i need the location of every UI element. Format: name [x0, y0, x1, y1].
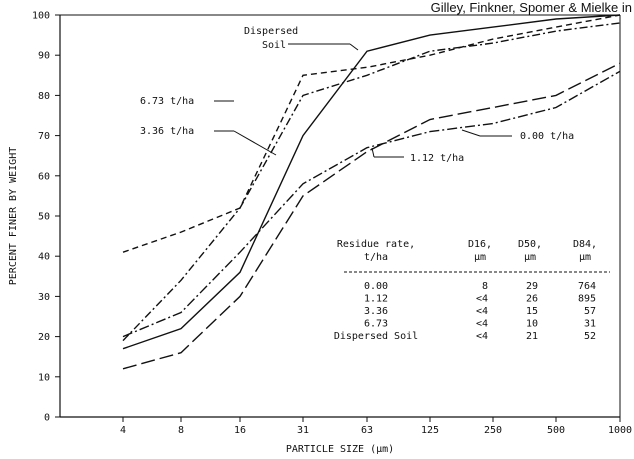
- x-tick-label-125: 125: [421, 425, 439, 436]
- annotation-soil: Soil: [262, 40, 286, 51]
- table-header-d50-unit: μm: [524, 252, 536, 263]
- table-header-residue: Residue rate,: [337, 239, 415, 250]
- x-axis-label: PARTICLE SIZE (μm): [286, 444, 394, 455]
- axes: [59, 14, 621, 418]
- table-cell-r0-c0: 0.00: [364, 281, 388, 292]
- table-cell-r2-c2: 15: [526, 306, 538, 317]
- y-tick-label-50: 50: [38, 212, 50, 223]
- table-cell-r3-c3: 31: [584, 319, 596, 330]
- table-cell-r4-c3: 52: [584, 331, 596, 342]
- table-header-d84-unit: μm: [579, 252, 591, 263]
- x-ticks: 4 8 16 31 63 125 250 500 1000: [120, 417, 632, 436]
- x-tick-label-1000: 1000: [608, 425, 632, 436]
- table-cell-r1-c1: <4: [476, 294, 488, 305]
- x-tick-label-8: 8: [178, 425, 184, 436]
- table-cell-r3-c2: 10: [526, 319, 538, 330]
- table-cell-r0-c2: 29: [526, 281, 538, 292]
- table-cell-r4-c2: 21: [526, 331, 538, 342]
- series-line-0-00-t-ha: [122, 62, 621, 370]
- table-cell-r2-c0: 3.36: [364, 306, 388, 317]
- table-cell-r1-c2: 26: [526, 294, 538, 305]
- y-tick-label-100: 100: [32, 11, 50, 22]
- table-cell-r0-c1: 8: [482, 281, 488, 292]
- table-header-d16-unit: μm: [474, 252, 486, 263]
- annotation-336: 3.36 t/ha: [140, 126, 194, 137]
- annotation-dispersed: Dispersed: [244, 26, 298, 37]
- series-line-6-73-t-ha: [122, 14, 621, 253]
- table-cell-r1-c0: 1.12: [364, 294, 388, 305]
- table-cell-r0-c3: 764: [578, 281, 596, 292]
- y-tick-label-80: 80: [38, 91, 50, 102]
- table-cell-r3-c1: <4: [476, 319, 488, 330]
- y-ticks: 0 10 20 30 40 50 60 70 80 90 100: [32, 11, 60, 424]
- x-tick-label-16: 16: [234, 425, 246, 436]
- series-line-1-12-t-ha: [122, 70, 621, 338]
- annotation-112-arrow: [371, 147, 375, 158]
- y-tick-label-90: 90: [38, 51, 50, 62]
- x-tick-label-500: 500: [547, 425, 565, 436]
- table-cell-r4-c0: Dispersed Soil: [334, 331, 418, 342]
- series-line-3-36-t-ha: [122, 22, 621, 342]
- y-tick-label-60: 60: [38, 171, 50, 182]
- y-tick-label-20: 20: [38, 332, 50, 343]
- y-tick-label-10: 10: [38, 372, 50, 383]
- x-tick-label-31: 31: [297, 425, 309, 436]
- annotation-112: 1.12 t/ha: [410, 153, 464, 164]
- x-tick-label-4: 4: [120, 425, 126, 436]
- table-header-d50: D50,: [518, 239, 542, 250]
- annotation-000: 0.00 t/ha: [520, 131, 574, 142]
- annotation-000-arrow: [461, 129, 481, 137]
- table-cell-r4-c1: <4: [476, 331, 488, 342]
- x-tick-label-63: 63: [361, 425, 373, 436]
- y-tick-label-30: 30: [38, 292, 50, 303]
- annotation-dispersed-arrow: [349, 43, 359, 51]
- table-header-residue-unit: t/ha: [364, 252, 388, 263]
- y-axis-label: PERCENT FINER BY WEIGHT: [8, 147, 19, 285]
- table-cell-r1-c3: 895: [578, 294, 596, 305]
- annotations: Dispersed Soil 6.73 t/ha 3.36 t/ha 0.00 …: [140, 26, 574, 164]
- x-tick-label-250: 250: [484, 425, 502, 436]
- series-layer: [122, 14, 621, 370]
- y-tick-label-0: 0: [44, 413, 50, 424]
- annotation-673: 6.73 t/ha: [140, 96, 194, 107]
- header-text: Gilley, Finkner, Spomer & Mielke in: [431, 0, 632, 15]
- table-header-d16: D16,: [468, 239, 492, 250]
- table-rows: 0.00 8 29 764 1.12 <4 26 895 3.36 <4 15 57 6.73 <4 10 3…: [334, 281, 596, 342]
- table-header-d84: D84,: [573, 239, 597, 250]
- table-cell-r3-c0: 6.73: [364, 319, 388, 330]
- y-tick-label-40: 40: [38, 252, 50, 263]
- data-table: Residue rate, t/ha D16, μm D50, μm D84, …: [334, 239, 610, 342]
- table-cell-r2-c1: <4: [476, 306, 488, 317]
- series-line-dispersed-soil: [122, 14, 621, 350]
- y-tick-label-70: 70: [38, 131, 50, 142]
- table-cell-r2-c3: 57: [584, 306, 596, 317]
- annotation-336-arrow: [233, 130, 277, 156]
